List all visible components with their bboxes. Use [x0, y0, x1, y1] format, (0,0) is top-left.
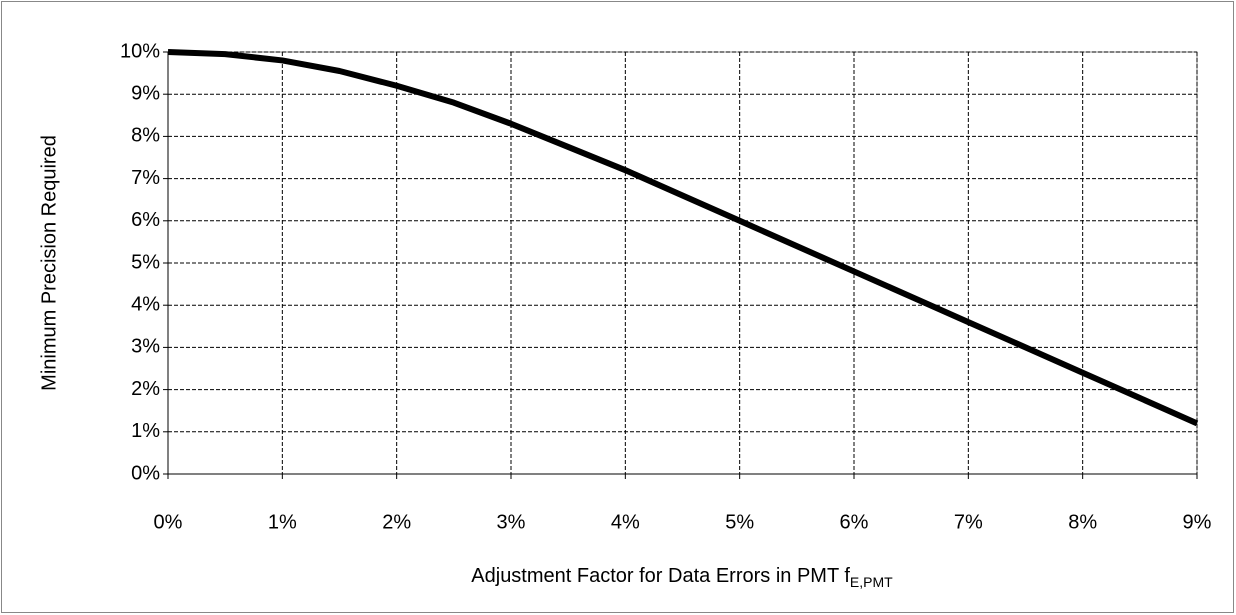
y-axis-label: Minimum Precision Required — [38, 135, 60, 391]
x-tick-label: 2% — [382, 511, 411, 533]
x-tick-label: 9% — [1183, 511, 1212, 533]
y-tick-label: 6% — [131, 209, 160, 231]
plot-area — [167, 51, 1198, 475]
x-axis-label-main: Adjustment Factor for Data Errors in PMT… — [471, 565, 850, 587]
x-tick-label: 7% — [954, 511, 983, 533]
x-tick-label: 8% — [1068, 511, 1097, 533]
y-tick-label: 3% — [131, 336, 160, 358]
x-tick-label: 4% — [611, 511, 640, 533]
y-tick-label: 9% — [131, 82, 160, 104]
x-axis-label-subscript: E,PMT — [850, 574, 893, 590]
data-line — [167, 49, 1199, 427]
y-tick-label: 8% — [131, 125, 160, 147]
y-tick-label: 7% — [131, 167, 160, 189]
x-tick-label: 3% — [497, 511, 526, 533]
x-axis-label: Adjustment Factor for Data Errors in PMT… — [471, 565, 893, 589]
y-tick-label: 4% — [131, 293, 160, 315]
x-tick-label: 6% — [840, 511, 869, 533]
x-tick-label: 5% — [725, 511, 754, 533]
x-tick-label: 0% — [154, 511, 183, 533]
y-tick-label: 1% — [131, 420, 160, 442]
y-tick-label: 0% — [131, 462, 160, 484]
y-tick-label: 2% — [131, 378, 160, 400]
y-tick-label: 5% — [131, 251, 160, 273]
x-tick-label: 1% — [268, 511, 297, 533]
y-tick-label: 10% — [120, 40, 160, 62]
